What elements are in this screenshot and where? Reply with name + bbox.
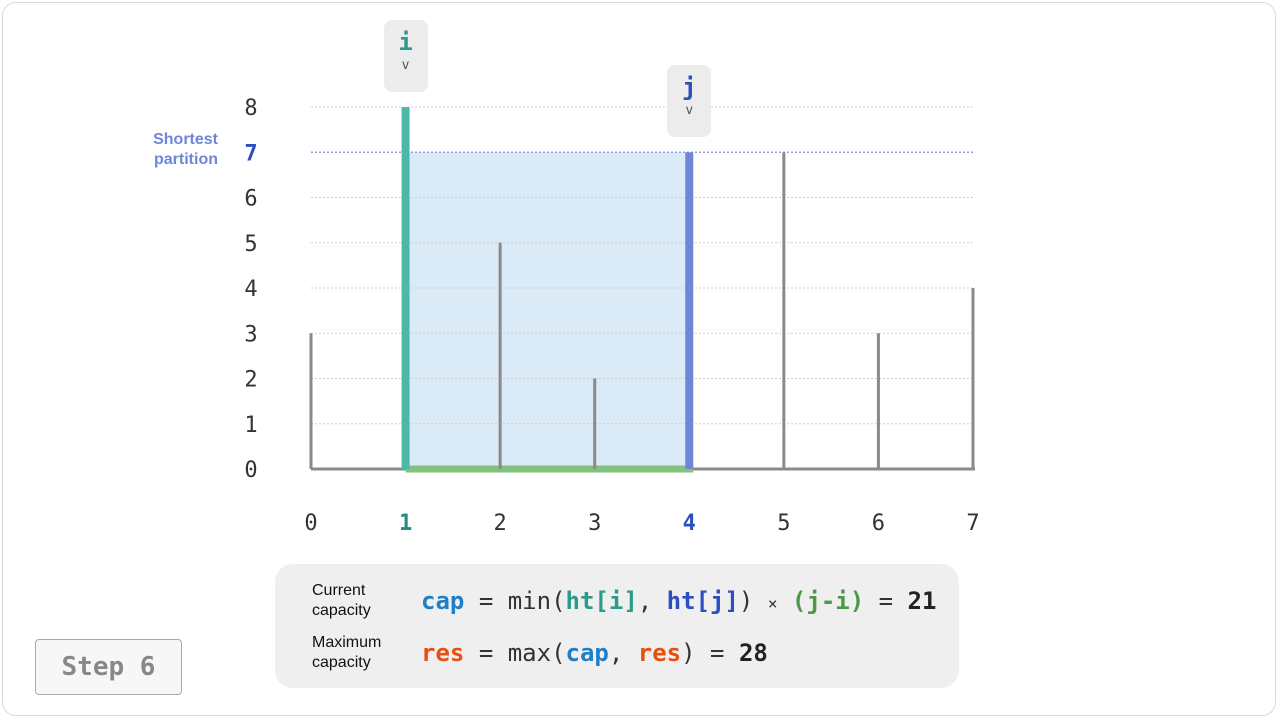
op-close: ) <box>738 587 754 615</box>
maximum-capacity-label: Maximum capacity <box>312 633 412 673</box>
pointer-j: j v <box>667 65 712 138</box>
y-tick-label: 0 <box>244 458 257 483</box>
fn-max: max( <box>507 639 566 667</box>
x-tick-label: 7 <box>966 511 979 536</box>
y-tick-label: 4 <box>244 277 257 302</box>
y-tick-label: 5 <box>244 232 257 257</box>
note-line-1: Shortest <box>153 131 218 148</box>
var-ht-j: ht[j] <box>666 587 739 615</box>
note-line-2: partition <box>154 151 218 168</box>
x-tick-label: 2 <box>494 511 507 536</box>
step-button[interactable]: Step 6 <box>35 639 182 695</box>
y-tick-label: 7 <box>244 141 257 166</box>
var-ht-i: ht[i] <box>565 587 638 615</box>
x-tick-label: 6 <box>872 511 885 536</box>
pointer-i-label: i <box>398 28 413 56</box>
maximum-capacity-formula: res = max(cap, res) = 28 <box>421 638 768 668</box>
pointer-i: i v <box>383 20 428 92</box>
water-area <box>405 152 690 469</box>
op-equals: = <box>478 587 494 615</box>
y-tick-label: 6 <box>244 187 257 212</box>
formula-panel: Current capacity cap = min(ht[i], ht[j])… <box>275 564 959 688</box>
op-times: × <box>767 594 778 613</box>
fn-min: min( <box>507 587 566 615</box>
x-tick-label: 3 <box>588 511 601 536</box>
pointer-j-arrow-icon: v <box>685 103 694 119</box>
op-equals-2: = <box>878 587 894 615</box>
y-tick-label: 1 <box>244 413 257 438</box>
maximum-capacity-value: 28 <box>738 639 768 667</box>
op-equals-max-2: = <box>710 639 725 667</box>
op-comma-max: , <box>608 639 638 667</box>
x-tick-label: 4 <box>683 511 696 536</box>
var-cap: cap <box>421 587 465 615</box>
var-cap-arg: cap <box>565 639 609 667</box>
shortest-partition-note: Shortest partition <box>140 130 218 170</box>
var-res: res <box>421 639 465 667</box>
current-capacity-value: 21 <box>907 587 937 615</box>
var-res-arg: res <box>637 639 682 667</box>
y-tick-label: 3 <box>244 322 257 347</box>
x-tick-label: 1 <box>399 511 412 536</box>
maximum-label-line-2: capacity <box>312 654 371 671</box>
current-capacity-row: Current capacity cap = min(ht[i], ht[j])… <box>275 578 959 624</box>
y-tick-label: 8 <box>244 96 257 121</box>
current-label-line-2: capacity <box>312 602 371 619</box>
var-j-minus-i: (j-i) <box>791 587 865 615</box>
maximum-label-line-1: Maximum <box>312 634 382 651</box>
y-tick-label: 2 <box>244 368 257 393</box>
op-comma: , <box>637 587 667 615</box>
current-label-line-1: Current <box>312 582 366 599</box>
x-tick-label: 0 <box>304 511 317 536</box>
op-equals-max: = <box>478 639 494 667</box>
maximum-capacity-row: Maximum capacity res = max(cap, res) = 2… <box>275 630 959 676</box>
current-capacity-label: Current capacity <box>312 581 412 621</box>
pointer-j-label: j <box>682 73 697 102</box>
pointer-i-arrow-icon: v <box>401 58 410 73</box>
x-tick-label: 5 <box>777 511 790 536</box>
current-capacity-formula: cap = min(ht[i], ht[j]) × (j-i) = 21 <box>421 586 936 619</box>
op-close-max: ) <box>681 639 696 667</box>
